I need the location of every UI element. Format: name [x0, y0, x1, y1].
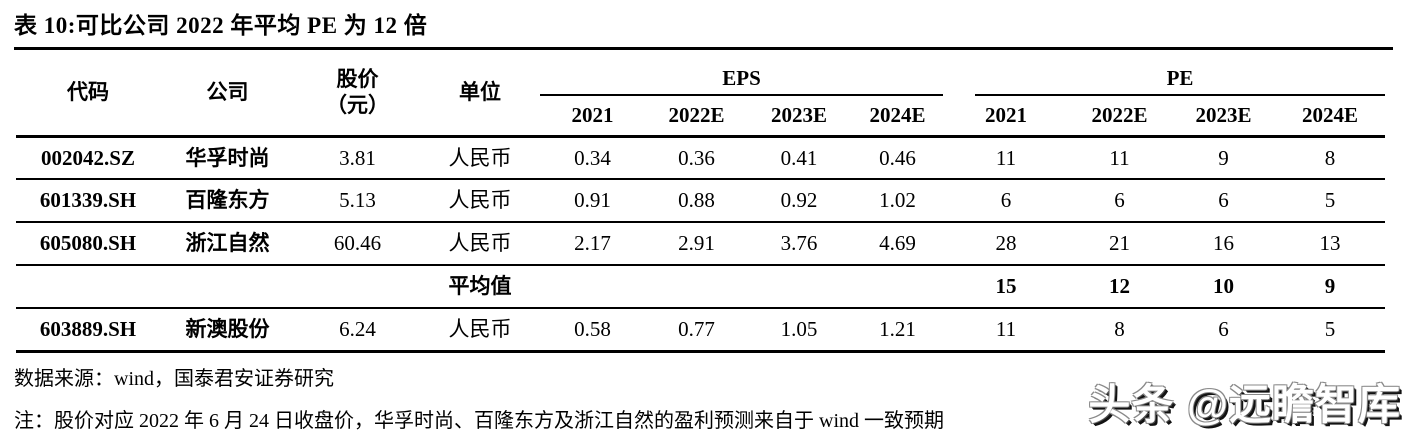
header-pe-2023e: 2023E: [1172, 96, 1276, 138]
watermark-logo: 头条 @远瞻智库: [1088, 381, 1401, 428]
comparable-companies-table: 代码 公司 股价 （元） 单位 EPS PE 2021 2022E 2023E …: [16, 50, 1386, 353]
cell-pe-2021: 11: [945, 307, 1068, 353]
table-row: 603889.SH 新澳股份 6.24 人民币 0.58 0.77 1.05 1…: [16, 307, 1386, 353]
cell-eps-2022e: [645, 264, 748, 308]
table-row: 601339.SH 百隆东方 5.13 人民币 0.91 0.88 0.92 1…: [16, 178, 1386, 222]
table-body: 002042.SZ 华孚时尚 3.81 人民币 0.34 0.36 0.41 0…: [16, 136, 1386, 353]
header-eps-2021: 2021: [540, 96, 645, 138]
cell-pe-2021: 11: [995, 145, 1017, 170]
header-unit: 单位: [420, 50, 540, 138]
cell-code: 605080.SH: [16, 221, 160, 265]
cell-eps-2023e: 0.92: [748, 178, 850, 222]
header-pe-group: PE: [945, 50, 1386, 96]
cell-eps-2022e: 0.88: [645, 178, 748, 222]
cell-eps-2021: 0.34: [574, 145, 611, 170]
cell-price: 60.46: [295, 221, 420, 265]
header-eps-2024e: 2024E: [850, 96, 946, 138]
cell-company: 百隆东方: [160, 178, 295, 222]
cell-price: [295, 264, 420, 308]
cell-unit: 平均值: [420, 264, 540, 308]
cell-eps-2024e: 1.02: [850, 178, 946, 222]
cell-eps-2022e: 0.77: [645, 307, 748, 353]
cell-code: [16, 264, 160, 308]
table-row: 002042.SZ 华孚时尚 3.81 人民币 0.34 0.36 0.41 0…: [16, 136, 1385, 179]
cell-company: [160, 264, 295, 308]
cell-code: 603889.SH: [16, 307, 160, 353]
data-source-line: 数据来源：wind，国泰君安证券研究: [14, 367, 334, 390]
cell-pe-2022e: 11: [1109, 145, 1130, 170]
cell-eps-2021: 2.17: [540, 221, 645, 265]
cell-pe-2023e: 6: [1172, 178, 1276, 222]
cell-pe-2021: 15: [945, 264, 1068, 308]
cell-pe-2024e: 13: [1275, 221, 1386, 265]
title-rule: [14, 47, 1393, 50]
header-eps-2022e: 2022E: [645, 96, 748, 138]
header-price-line1: 股价: [336, 67, 379, 91]
cell-company: 浙江自然: [160, 221, 295, 265]
cell-eps-2022e: 2.91: [645, 221, 748, 265]
cell-pe-2024e: 9: [1275, 264, 1386, 308]
header-years-row: 2021 2022E 2023E 2024E 2021 2022E 2023E …: [16, 96, 1386, 138]
cell-price: 3.81: [339, 145, 376, 170]
table-row: 605080.SH 浙江自然 60.46 人民币 2.17 2.91 3.76 …: [16, 221, 1386, 265]
cell-eps-2022e: 0.36: [678, 145, 715, 170]
cell-code: 002042.SZ: [41, 145, 135, 170]
cell-unit: 人民币: [420, 178, 540, 222]
cell-eps-2021: 0.91: [540, 178, 645, 222]
cell-eps-2024e: 1.21: [850, 307, 946, 353]
cell-eps-2021: [540, 264, 645, 308]
cell-pe-2022e: 21: [1067, 221, 1173, 265]
cell-price: 6.24: [295, 307, 420, 353]
cell-company: 华孚时尚: [185, 145, 270, 170]
cell-eps-2024e: 0.46: [879, 145, 916, 170]
cell-pe-2022e: 8: [1067, 307, 1173, 353]
table-header: 代码 公司 股价 （元） 单位 EPS PE 2021 2022E 2023E …: [16, 50, 1386, 138]
cell-unit: 人民币: [448, 145, 512, 170]
header-code: 代码: [16, 50, 160, 138]
footnote-line: 注：股价对应 2022 年 6 月 24 日收盘价，华孚时尚、百隆东方及浙江自然…: [14, 409, 944, 432]
cell-unit: 人民币: [420, 307, 540, 353]
table-title: 表 10:可比公司 2022 年平均 PE 为 12 倍: [14, 13, 428, 38]
cell-code: 601339.SH: [16, 178, 160, 222]
cell-pe-2022e: 12: [1067, 264, 1173, 308]
cell-pe-2023e: 9: [1218, 145, 1229, 170]
header-group-row: 代码 公司 股价 （元） 单位 EPS PE: [16, 50, 1386, 138]
cell-company: 新澳股份: [160, 307, 295, 353]
header-pe-group-label: PE: [975, 50, 1386, 96]
cell-pe-2024e: 5: [1275, 307, 1386, 353]
header-eps-group: EPS: [540, 50, 945, 96]
cell-eps-2023e: 3.76: [748, 221, 850, 265]
cell-pe-2023e: 6: [1172, 307, 1276, 353]
cell-eps-2024e: [850, 264, 946, 308]
cell-eps-2024e: 4.69: [850, 221, 946, 265]
cell-pe-2024e: 5: [1275, 178, 1386, 222]
header-company: 公司: [160, 50, 295, 138]
header-eps-2023e: 2023E: [748, 96, 850, 138]
cell-pe-2024e: 8: [1324, 145, 1336, 170]
header-price-line2: （元）: [326, 93, 389, 118]
report-page: 表 10:可比公司 2022 年平均 PE 为 12 倍 代码 公司 股价 （元…: [0, 6, 1407, 433]
cell-unit: 人民币: [420, 221, 540, 265]
cell-eps-2023e: [748, 264, 850, 308]
cell-pe-2023e: 16: [1172, 221, 1276, 265]
header-pe-2021: 2021: [945, 96, 1068, 138]
table-row-average: 平均值 15 12 10 9: [16, 264, 1386, 308]
cell-price: 5.13: [295, 178, 420, 222]
header-eps-group-label: EPS: [540, 50, 944, 96]
header-price: 股价 （元）: [295, 50, 420, 138]
cell-pe-2021: 6: [945, 178, 1068, 222]
header-pe-2022e: 2022E: [1067, 96, 1173, 138]
cell-pe-2023e: 10: [1172, 264, 1276, 308]
cell-eps-2021: 0.58: [540, 307, 645, 353]
cell-pe-2022e: 6: [1067, 178, 1173, 222]
header-pe-2024e: 2024E: [1275, 96, 1386, 138]
cell-pe-2021: 28: [945, 221, 1068, 265]
cell-eps-2023e: 1.05: [748, 307, 850, 353]
cell-eps-2023e: 0.41: [780, 145, 818, 170]
